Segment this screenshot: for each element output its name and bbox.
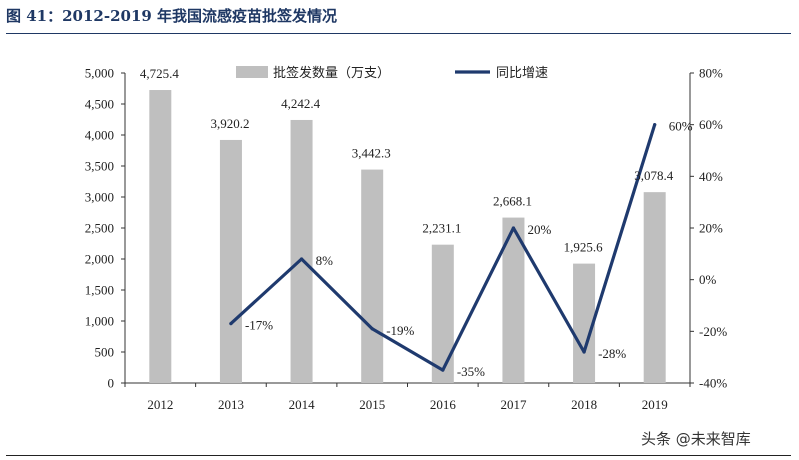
bar-value-label: 4,725.4 (140, 66, 180, 81)
line-value-label: 8% (316, 253, 334, 268)
line-value-label: -28% (598, 346, 626, 361)
bar-value-label: 4,242.4 (281, 96, 321, 111)
line-value-label: -17% (245, 318, 273, 333)
data-labels: 4,725.4 3,920.2 4,242.4 3,442.3 2,231.1 2,668… (140, 66, 693, 379)
line-value-label: 20% (527, 222, 551, 237)
y-right-tick-label: 40% (699, 169, 723, 184)
bar-series (149, 90, 666, 384)
y-left-tick-label: 2,000 (85, 252, 114, 267)
bar (290, 119, 313, 384)
bar (219, 139, 242, 383)
line-point (653, 123, 657, 127)
title-divider (6, 33, 791, 34)
y-right-tick-label: 20% (699, 221, 723, 236)
legend-swatch-bar (236, 66, 268, 78)
line-point (229, 321, 233, 326)
line-series (229, 123, 657, 372)
bar (643, 192, 666, 383)
y-left-tick-label: 1,000 (85, 314, 114, 329)
y-left-tick-label: 3,000 (85, 190, 114, 205)
y-right-tick-label: -20% (699, 324, 727, 339)
x-tick-label: 2015 (359, 397, 385, 412)
bar-value-label: 3,442.3 (352, 146, 391, 161)
y-left-tick-label: 5,000 (85, 66, 114, 81)
x-tick-label: 2017 (500, 397, 527, 412)
bar-value-label: 3,920.2 (210, 116, 249, 131)
y-left-tick-label: 4,000 (85, 128, 114, 143)
bar-value-label: 2,231.1 (422, 221, 461, 236)
bar-value-label: 1,925.6 (564, 240, 604, 255)
x-tick-label: 2014 (289, 397, 316, 412)
bar (573, 263, 596, 383)
bottom-divider (6, 455, 791, 456)
y-left-tick-label: 1,500 (85, 283, 114, 298)
chart-axes: 0 500 1,000 1,500 2,000 2,500 3,000 3,500 4,000 4… (85, 66, 728, 413)
y-right-tick-label: 80% (699, 66, 723, 81)
chart-title: 图 41：2012-2019 年我国流感疫苗批签发情况 (6, 7, 338, 25)
x-tick-label: 2013 (218, 397, 244, 412)
bar (149, 90, 172, 383)
bar-value-label: 3,078.4 (634, 168, 674, 183)
y-left-tick-label: 3,500 (85, 159, 114, 174)
y-left-tick-label: 500 (95, 345, 115, 360)
bar (502, 217, 525, 383)
line-value-label: -19% (386, 323, 414, 338)
bar-value-label: 2,668.1 (493, 194, 532, 209)
line-value-label: -35% (457, 364, 485, 379)
y-left-tick-label: 2,500 (85, 221, 114, 236)
line-point (511, 226, 516, 230)
line-value-label: 60% (669, 119, 693, 134)
x-tick-label: 2018 (571, 397, 597, 412)
bar (431, 244, 454, 383)
bar (361, 169, 384, 383)
y-right-tick-label: 0% (699, 272, 717, 287)
legend-label-line: 同比增速 (496, 66, 548, 81)
y-left-tick-label: 4,500 (85, 97, 114, 112)
y-left-tick-label: 0 (108, 376, 115, 391)
watermark: 头条 @未来智库 (641, 430, 751, 448)
line-point (299, 257, 304, 261)
chart-legend: 批签发数量（万支） 同比增速 (236, 65, 548, 81)
y-right-tick-label: -40% (699, 376, 727, 391)
line-point (370, 327, 374, 331)
y-right-tick-label: 60% (699, 117, 723, 132)
x-tick-label: 2012 (147, 397, 173, 412)
line-point (441, 368, 445, 372)
legend-label-bar: 批签发数量（万支） (273, 65, 390, 81)
x-tick-label: 2019 (642, 397, 668, 412)
x-tick-label: 2016 (430, 397, 457, 412)
line-point (582, 350, 586, 354)
